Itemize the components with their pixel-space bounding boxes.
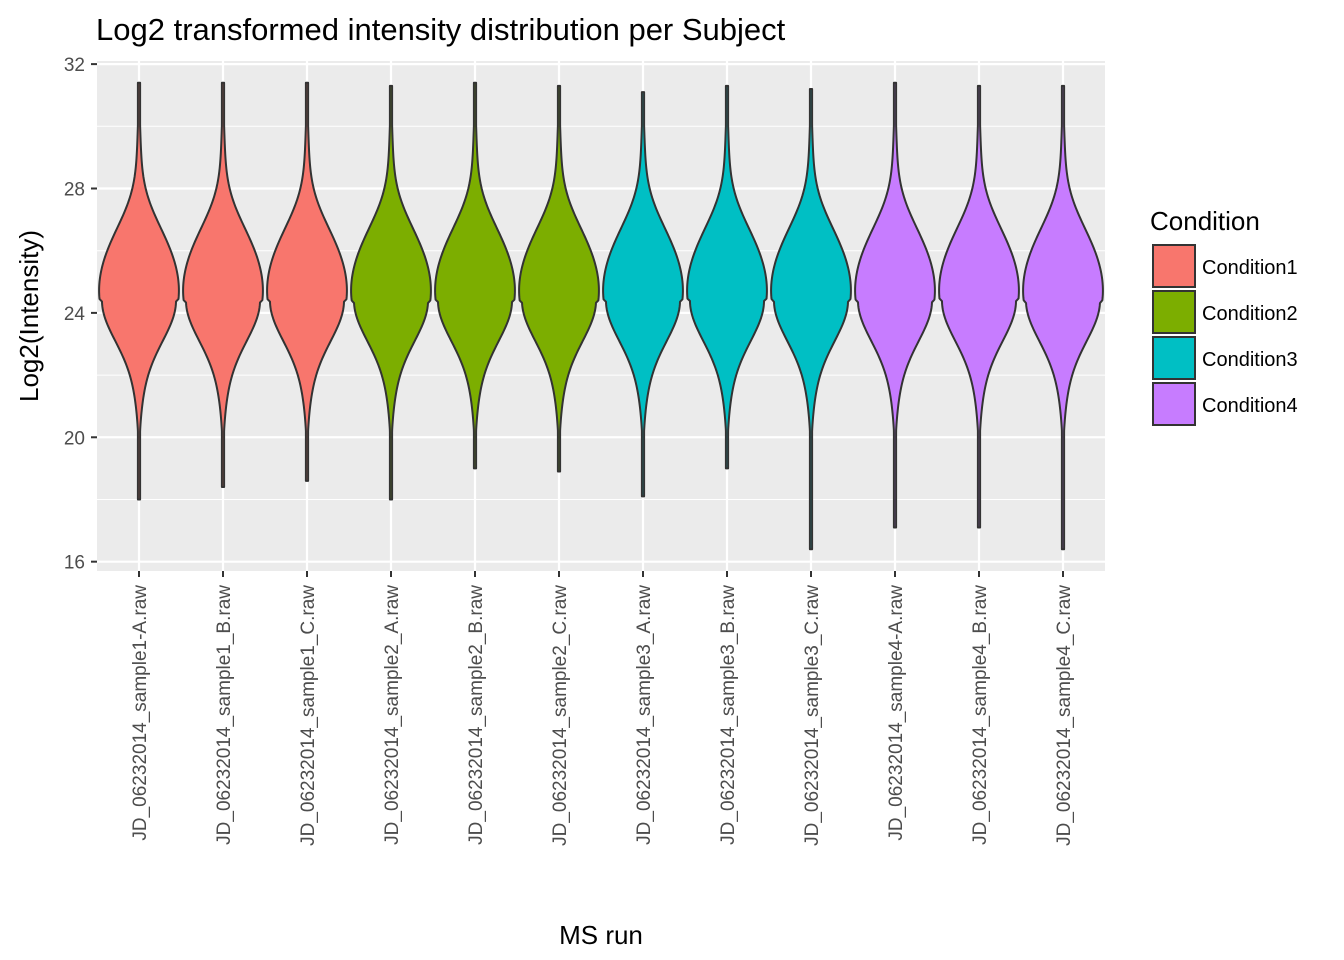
violin-9 (770, 87, 852, 551)
violins (98, 81, 1104, 551)
x-tick-label: JD_06232014_sample3_B.raw (718, 585, 739, 845)
violin-2 (182, 81, 264, 489)
violin-8 (686, 84, 768, 470)
chart-title: Log2 transformed intensity distribution … (96, 12, 786, 47)
legend-title: Condition (1150, 206, 1260, 236)
legend-label-4: Condition4 (1202, 395, 1298, 417)
violin-7 (602, 91, 684, 498)
y-tick-label: 20 (64, 428, 85, 449)
x-tick-label: JD_06232014_sample3_A.raw (634, 585, 655, 845)
x-tick-label: JD_06232014_sample1_C.raw (298, 585, 319, 846)
y-axis: 16 20 24 28 32 (64, 55, 97, 574)
legend-label-1: Condition1 (1202, 257, 1298, 279)
legend-key-3 (1152, 336, 1196, 380)
violin-3 (266, 81, 348, 482)
violin-11 (938, 84, 1020, 529)
plot-panel (97, 61, 1105, 571)
violin-4 (350, 84, 432, 501)
x-axis: JD_06232014_sample1-A.raw JD_06232014_sam… (130, 571, 1075, 846)
y-axis-title: Log2(Intensity) (14, 230, 44, 402)
legend-label-2: Condition2 (1202, 303, 1298, 325)
violin-5 (434, 81, 516, 470)
y-tick-label: 32 (64, 55, 85, 76)
x-axis-title: MS run (559, 920, 643, 950)
x-tick-label: JD_06232014_sample2_A.raw (382, 585, 403, 845)
x-tick-label: JD_06232014_sample2_B.raw (466, 585, 487, 845)
x-tick-label: JD_06232014_sample1-A.raw (130, 585, 151, 841)
y-tick-label: 16 (64, 553, 85, 574)
x-tick-label: JD_06232014_sample4_B.raw (970, 585, 991, 845)
violin-1 (98, 81, 180, 501)
legend-key-1 (1152, 244, 1196, 288)
legend-key-4 (1152, 382, 1196, 426)
x-tick-label: JD_06232014_sample3_C.raw (802, 585, 823, 846)
legend-label-3: Condition3 (1202, 349, 1298, 371)
x-tick-label: JD_06232014_sample2_C.raw (550, 585, 571, 846)
legend-items: Condition1 Condition2 Condition3 Condition4 (1152, 244, 1298, 426)
y-tick-label: 24 (64, 304, 86, 325)
violin-6 (518, 84, 600, 473)
violin-10 (854, 81, 936, 529)
y-tick-label: 28 (64, 180, 85, 201)
legend: Condition Condition1 Condition2 Condition3… (1150, 206, 1298, 426)
x-tick-label: JD_06232014_sample4_C.raw (1054, 585, 1075, 846)
violin-12 (1022, 84, 1104, 551)
legend-key-2 (1152, 290, 1196, 334)
x-tick-label: JD_06232014_sample1_B.raw (214, 585, 235, 845)
x-tick-label: JD_06232014_sample4-A.raw (886, 585, 907, 841)
